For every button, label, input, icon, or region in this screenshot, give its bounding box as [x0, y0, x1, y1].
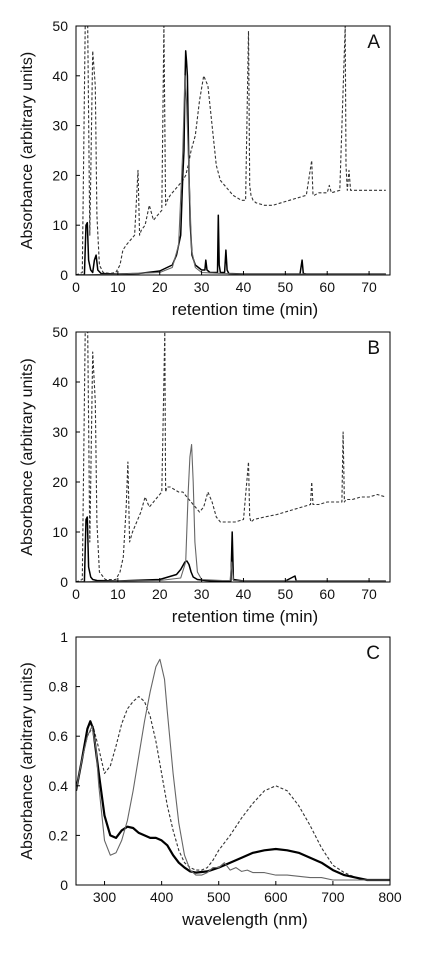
panel-a-xtick-label-40: 40: [236, 279, 252, 295]
panel-c-series-2-solid-bold: [76, 720, 390, 882]
panel-b-xtick-label-0: 0: [72, 586, 80, 602]
panel-b-xtick-label-40: 40: [236, 586, 252, 602]
panel-c-ytick-label-0.8: 0.8: [49, 679, 69, 695]
panel-c-x-axis-label: wavelength (nm): [181, 910, 308, 929]
panel-b-xtick-label-50: 50: [278, 586, 294, 602]
panel-a-x-axis-label: retention time (min): [172, 300, 318, 319]
panel-a-xtick-label-10: 10: [110, 279, 126, 295]
panel-b-series-2-solid: [76, 516, 386, 582]
panel-a-xtick-label-60: 60: [319, 279, 335, 295]
panel-a-frame: [75, 25, 391, 276]
panel-c-panel-label: C: [366, 643, 380, 664]
panel-b-ytick-label-0: 0: [60, 574, 68, 590]
panel-b-xtick-label-70: 70: [361, 586, 377, 602]
panel-a-series-3-solid-gray: [76, 75, 386, 275]
panel-b-ytick-label-20: 20: [52, 474, 68, 490]
panel-b-frame: [75, 331, 391, 583]
panel-c-ytick-label-0.6: 0.6: [49, 728, 69, 744]
panel-b-ytick-label-50: 50: [52, 324, 68, 340]
panel-b-xtick-label-10: 10: [110, 586, 126, 602]
panel-a-xtick-label-30: 30: [194, 279, 210, 295]
panel-a-ytick-label-0: 0: [60, 267, 68, 283]
panel-a-ytick-label-40: 40: [52, 68, 68, 84]
panel-a-ytick-label-20: 20: [52, 167, 68, 183]
panel-c-xtick-label-700: 700: [321, 889, 345, 905]
panel-a-series-1-dashed: [76, 25, 386, 275]
panel-c-series-3-solid-gray: [76, 658, 390, 881]
panel-a-xtick-label-70: 70: [361, 279, 377, 295]
panel-c-ytick-label-1: 1: [60, 629, 68, 645]
panel-c-frame: [75, 636, 391, 886]
panel-c-xtick-label-600: 600: [264, 889, 288, 905]
panel-a-series-2-solid: [76, 50, 386, 275]
panel-a-ytick-label-30: 30: [52, 118, 68, 134]
panel-a-panel-label: A: [367, 32, 380, 53]
panel-b-ytick-label-40: 40: [52, 374, 68, 390]
panel-b-y-axis-label: Absorbance (arbitrary units): [19, 358, 36, 555]
panel-c-xtick-label-300: 300: [93, 889, 117, 905]
panel-b-panel-label: B: [367, 338, 380, 359]
panel-c-ytick-label-0.2: 0.2: [49, 827, 69, 843]
panel-b-xtick-label-20: 20: [152, 586, 168, 602]
panel-a-y-axis-label: Absorbance (arbitrary units): [19, 52, 36, 249]
panel-c-xtick-label-800: 800: [378, 889, 402, 905]
panel-a-xtick-label-20: 20: [152, 279, 168, 295]
panel-c-ytick-label-0: 0: [60, 877, 68, 893]
panel-c-y-axis-label: Absorbance (arbitrary units): [19, 662, 36, 859]
panel-a-ytick-label-50: 50: [52, 18, 68, 34]
panel-a-xtick-label-0: 0: [72, 279, 80, 295]
panel-b-series-1-dashed: [76, 331, 386, 582]
panel-b-ytick-label-10: 10: [52, 524, 68, 540]
panel-a-xtick-label-50: 50: [278, 279, 294, 295]
panel-a-ytick-label-10: 10: [52, 217, 68, 233]
panel-c-xtick-label-400: 400: [150, 889, 174, 905]
panel-c-series-1-dashed: [76, 695, 390, 881]
panel-b-ytick-label-30: 30: [52, 424, 68, 440]
panel-c-xtick-label-500: 500: [207, 889, 231, 905]
panel-b-xtick-label-60: 60: [319, 586, 335, 602]
panel-c-ytick-label-0.4: 0.4: [49, 778, 69, 794]
panel-b-series-3-solid-gray: [76, 443, 386, 582]
panel-b-xtick-label-30: 30: [194, 586, 210, 602]
panel-b-x-axis-label: retention time (min): [172, 607, 318, 626]
